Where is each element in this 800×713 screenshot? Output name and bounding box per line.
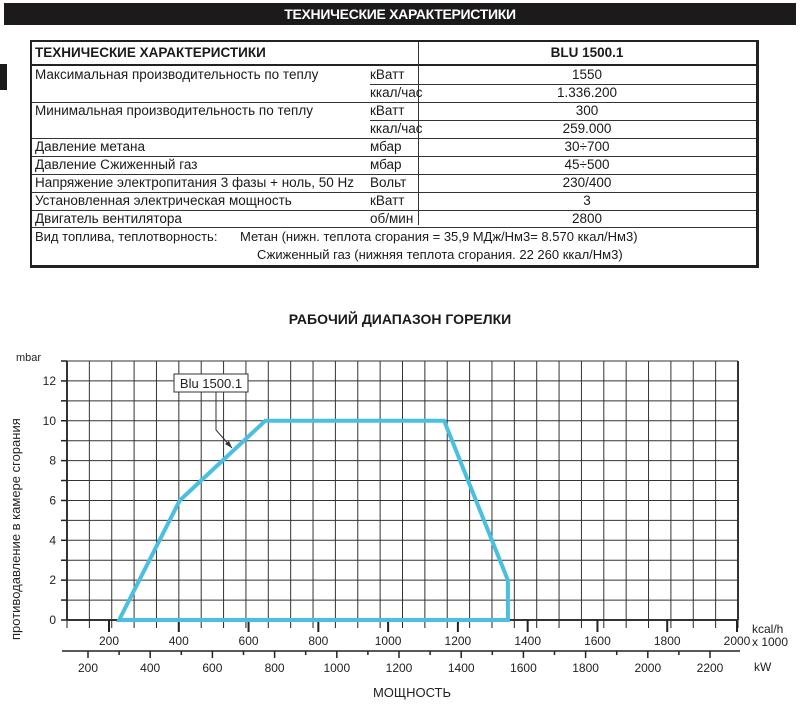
page-edge-marker (0, 64, 7, 90)
svg-text:1800: 1800 (572, 661, 599, 675)
svg-text:600: 600 (202, 661, 222, 675)
spec-header-label: ТЕХНИЧЕСКИЕ ХАРАКТЕРИСТИКИ (35, 45, 266, 60)
x-top-unit: kcal/h (752, 622, 783, 636)
chart-grid (66, 360, 739, 621)
svg-text:600: 600 (239, 634, 259, 648)
spec-label: Двигатель вентилятора (35, 211, 182, 226)
svg-text:2000: 2000 (634, 661, 661, 675)
svg-text:1000: 1000 (323, 661, 350, 675)
svg-text:12: 12 (43, 374, 57, 388)
spec-unit: об/мин (370, 211, 414, 226)
spec-unit: ккал/час (370, 85, 423, 100)
spec-label: Минимальная производительность по теплу (35, 103, 313, 118)
spec-unit: кВатт (370, 67, 405, 82)
spec-table: ТЕХНИЧЕСКИЕ ХАРАКТЕРИСТИКИ BLU 1500.1 Ма… (30, 40, 759, 268)
spec-value: 2800 (571, 211, 603, 226)
x-axis-label: МОЩНОСТЬ (373, 685, 451, 700)
chart-axes (61, 360, 740, 658)
spec-value: 300 (575, 103, 599, 118)
svg-text:8: 8 (49, 454, 56, 468)
svg-text:10: 10 (43, 414, 57, 428)
spec-unit: кВатт (370, 103, 405, 118)
svg-text:1600: 1600 (510, 661, 537, 675)
fuel-methane: Метан (нижн. теплота сгорания = 35,9 МДж… (240, 229, 638, 244)
svg-text:0: 0 (49, 613, 56, 627)
chart-title: РАБОЧИЙ ДИАПАЗОН ГОРЕЛКИ (288, 311, 512, 327)
callout-arrow-icon (225, 441, 232, 448)
y-unit: mbar (16, 352, 41, 364)
spec-unit: мбар (370, 139, 402, 154)
fuel-label: Вид топлива, теплотворность: (35, 229, 218, 244)
spec-header-model: BLU 1500.1 (550, 45, 624, 60)
spec-value: 45÷500 (564, 157, 610, 172)
svg-text:2: 2 (49, 573, 56, 587)
svg-text:2200: 2200 (697, 661, 724, 675)
spec-unit: мбар (370, 157, 402, 172)
x-bottom-unit: kW (754, 660, 772, 674)
svg-text:200: 200 (99, 634, 119, 648)
legend-box (173, 373, 249, 393)
operating-range-polygon (115, 418, 510, 622)
svg-text:6: 6 (49, 493, 56, 507)
spec-label: Давление метана (35, 139, 145, 154)
spec-value: 1.336.200 (556, 85, 618, 100)
y-axis-label: противодавление в камере сгорания (8, 418, 23, 640)
svg-text:800: 800 (308, 634, 328, 648)
spec-value: 1550 (571, 67, 603, 82)
spec-value: 259.000 (562, 121, 612, 136)
svg-text:200: 200 (78, 661, 98, 675)
svg-text:1600: 1600 (584, 634, 611, 648)
spec-label: Максимальная производительность по теплу (35, 67, 319, 82)
spec-value: 230/400 (562, 175, 612, 190)
svg-text:400: 400 (140, 661, 160, 675)
svg-text:1200: 1200 (386, 661, 413, 675)
svg-text:1400: 1400 (514, 634, 541, 648)
spec-label: Установленная электрическая мощность (35, 193, 292, 208)
spec-unit: Вольт (370, 175, 407, 190)
svg-text:1800: 1800 (654, 634, 681, 648)
x-top-unit-multiplier: x 1000 (752, 635, 788, 649)
banner-title: ТЕХНИЧЕСКИЕ ХАРАКТЕРИСТИКИ (284, 6, 516, 22)
spec-label: Давление Сжиженный газ (35, 157, 198, 172)
section-banner: ТЕХНИЧЕСКИЕ ХАРАКТЕРИСТИКИ (4, 3, 796, 25)
callout-leader (215, 392, 233, 449)
svg-text:1200: 1200 (445, 634, 472, 648)
spec-unit: кВатт (370, 193, 405, 208)
svg-text:400: 400 (169, 634, 189, 648)
spec-value: 30÷700 (564, 139, 610, 154)
svg-text:2000: 2000 (724, 634, 751, 648)
legend-label: Blu 1500.1 (180, 376, 242, 391)
fuel-lpg: Сжиженный газ (нижняя теплота сгорания. … (257, 247, 623, 262)
spec-label: Напряжение электропитания 3 фазы + ноль,… (35, 175, 355, 190)
svg-text:800: 800 (265, 661, 285, 675)
spec-value: 3 (583, 193, 591, 208)
spec-unit: ккал/час (370, 121, 423, 136)
svg-text:1000: 1000 (375, 634, 402, 648)
svg-text:1400: 1400 (448, 661, 475, 675)
svg-text:4: 4 (49, 533, 56, 547)
